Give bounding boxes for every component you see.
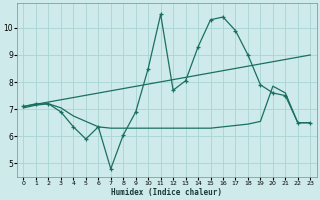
X-axis label: Humidex (Indice chaleur): Humidex (Indice chaleur) <box>111 188 222 197</box>
